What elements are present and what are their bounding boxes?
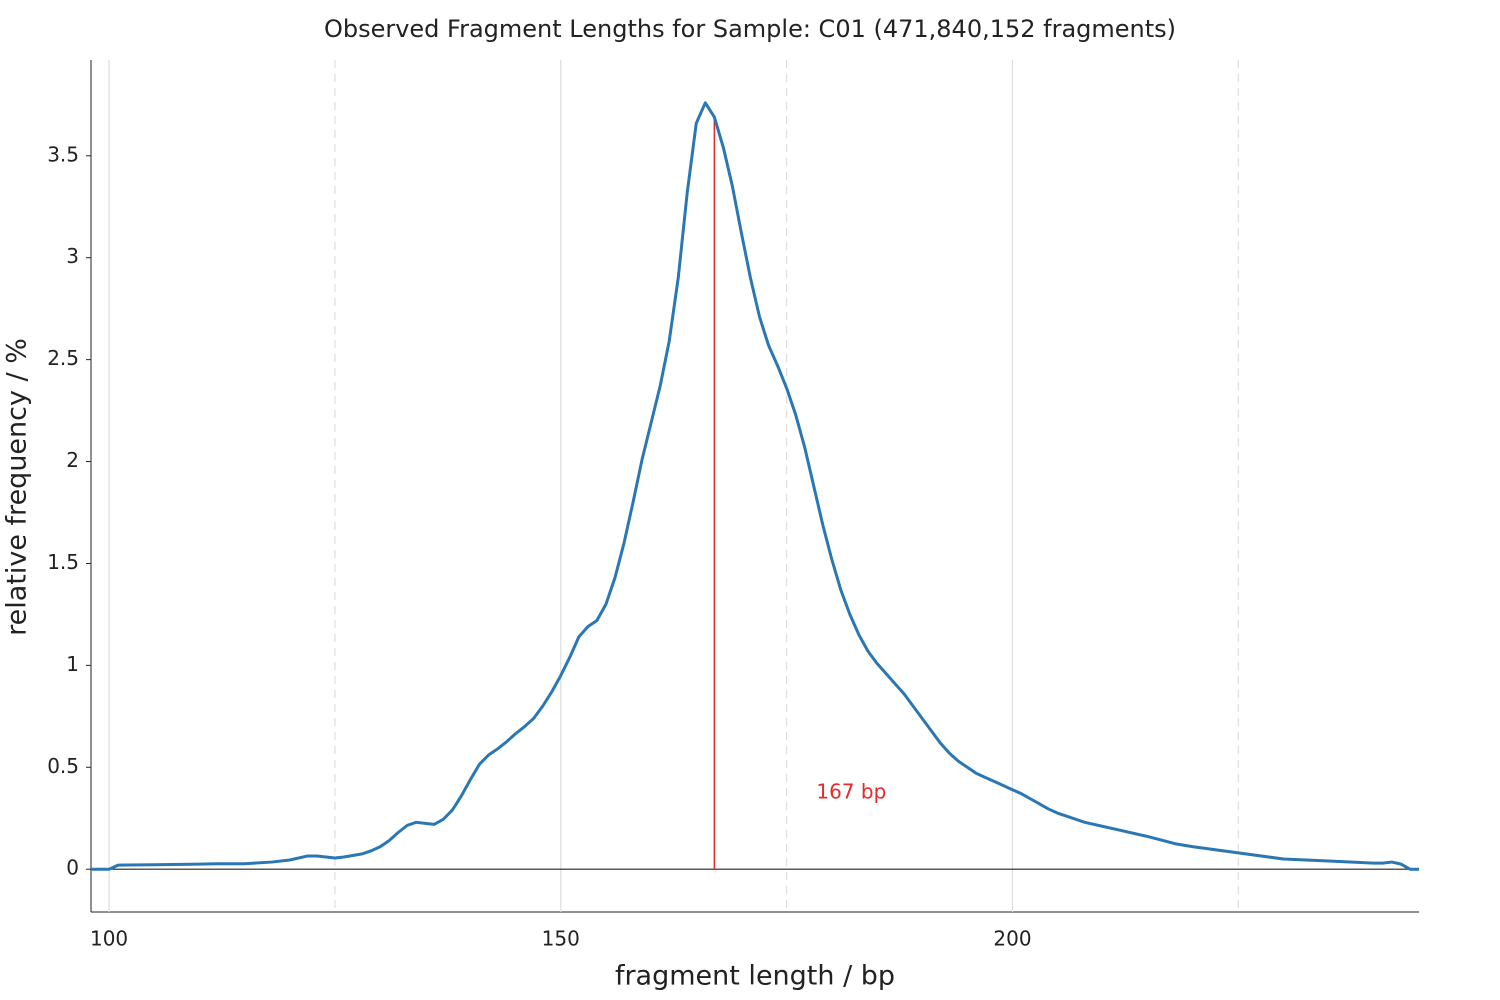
- marker-label: 167 bp: [816, 780, 886, 804]
- x-axis-label: fragment length / bp: [615, 961, 895, 992]
- x-tick-label: 200: [993, 927, 1031, 951]
- y-tick-label: 3: [66, 244, 79, 268]
- y-tick-label: 3.5: [47, 142, 79, 166]
- x-tick-label: 150: [542, 927, 580, 951]
- y-tick-label: 2.5: [47, 346, 79, 370]
- y-tick-label: 1: [66, 652, 79, 676]
- y-axis-label: relative frequency / %: [2, 338, 33, 636]
- x-tick-label: 100: [90, 927, 128, 951]
- y-tick-label: 0: [66, 856, 79, 880]
- y-tick-label: 2: [66, 448, 79, 472]
- chart-title: Observed Fragment Lengths for Sample: C0…: [324, 15, 1176, 43]
- data-line: [91, 101, 1419, 871]
- y-tick-label: 1.5: [47, 550, 79, 574]
- y-tick-label: 0.5: [47, 754, 79, 778]
